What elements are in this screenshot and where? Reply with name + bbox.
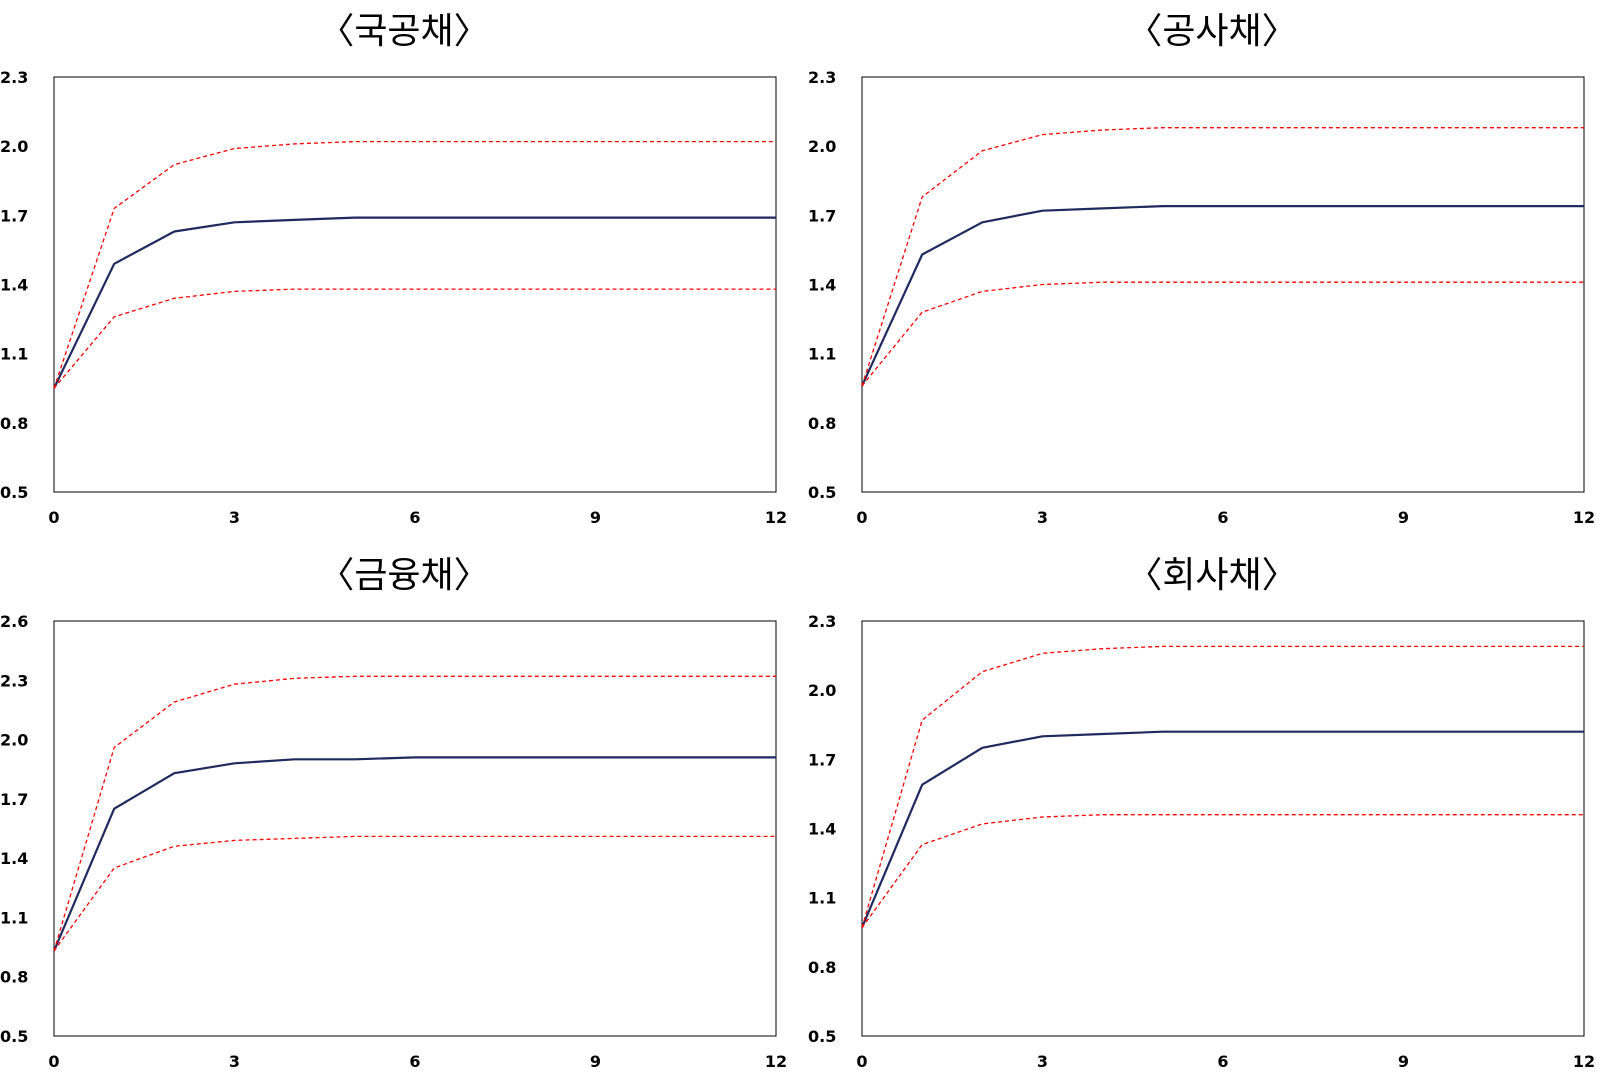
y-tick-label: 1.7 bbox=[0, 790, 28, 809]
y-tick-label: 1.4 bbox=[808, 820, 836, 839]
y-tick-label: 2.0 bbox=[0, 731, 28, 750]
chart-panel-2: 〈금융채〉 0.5 0.8 1.1 1.4 1.7 2.0 2.3 2.6 0 3 6 9 12 bbox=[0, 544, 808, 1087]
x-tick-label: 9 bbox=[1398, 508, 1409, 527]
lower-band-line bbox=[53, 835, 776, 952]
y-tick-label: 2.3 bbox=[808, 68, 836, 87]
upper-band-line bbox=[53, 675, 776, 952]
lower-band-line bbox=[861, 281, 1584, 387]
y-tick-label: 2.3 bbox=[0, 671, 28, 690]
x-tick-label: 9 bbox=[590, 508, 601, 527]
estimate-line bbox=[860, 730, 1584, 929]
y-tick-label: 2.3 bbox=[808, 612, 836, 631]
chart-title: 〈국공채〉 bbox=[318, 11, 490, 52]
y-tick-label: 0.8 bbox=[0, 968, 28, 987]
chart-title: 〈금융채〉 bbox=[318, 555, 490, 596]
lower-band-line bbox=[53, 288, 776, 389]
x-tick-label: 12 bbox=[765, 1052, 787, 1071]
plot-frame bbox=[53, 76, 777, 493]
x-tick-label: 0 bbox=[856, 508, 867, 527]
y-tick-label: 1.4 bbox=[0, 276, 28, 295]
y-tick-label: 1.4 bbox=[808, 276, 836, 295]
y-tick-label: 1.7 bbox=[0, 206, 28, 225]
x-tick-label: 3 bbox=[1037, 1052, 1048, 1071]
x-tick-label: 3 bbox=[1037, 508, 1048, 527]
estimate-line bbox=[53, 216, 776, 389]
chart-panel-1: 〈공사채〉 0.5 0.8 1.1 1.4 1.7 2.0 2.3 0 3 6 9 12 bbox=[808, 0, 1616, 543]
x-tick-label: 9 bbox=[1398, 1052, 1409, 1071]
y-tick-label: 0.8 bbox=[808, 958, 836, 977]
x-tick-label: 0 bbox=[856, 1052, 867, 1071]
y-tick-label: 0.5 bbox=[0, 483, 28, 502]
x-tick-label: 6 bbox=[409, 508, 420, 527]
y-tick-label: 1.1 bbox=[0, 345, 28, 364]
chart-title: 〈회사채〉 bbox=[1126, 555, 1298, 596]
y-tick-label: 2.0 bbox=[808, 681, 836, 700]
line-chart: 0.5 0.8 1.1 1.4 1.7 2.0 2.3 0 3 6 9 12 bbox=[0, 68, 787, 527]
x-tick-label: 3 bbox=[229, 1052, 240, 1071]
y-tick-label: 1.1 bbox=[0, 908, 28, 927]
chart-title: 〈공사채〉 bbox=[1126, 11, 1298, 52]
upper-band-line bbox=[861, 645, 1584, 928]
y-tick-label: 0.8 bbox=[808, 414, 836, 433]
lower-band-line bbox=[861, 814, 1584, 928]
x-tick-label: 6 bbox=[409, 1052, 420, 1071]
x-tick-label: 12 bbox=[1573, 508, 1595, 527]
x-tick-label: 6 bbox=[1217, 508, 1228, 527]
y-tick-label: 2.0 bbox=[808, 137, 836, 156]
chart-panel-0: 〈국공채〉 0.5 0.8 1.1 1.4 1.7 2.0 2.3 0 3 6 9 12 bbox=[0, 0, 808, 543]
chart-panel-3: 〈회사채〉 0.5 0.8 1.1 1.4 1.7 2.0 2.3 0 3 6 9 12 bbox=[808, 544, 1616, 1087]
line-chart: 0.5 0.8 1.1 1.4 1.7 2.0 2.3 2.6 0 3 6 9 12 bbox=[0, 612, 787, 1071]
x-tick-label: 0 bbox=[48, 1052, 59, 1071]
y-tick-label: 1.1 bbox=[808, 345, 836, 364]
x-tick-label: 12 bbox=[765, 508, 787, 527]
plot-frame bbox=[861, 620, 1585, 1037]
y-tick-label: 0.8 bbox=[0, 414, 28, 433]
upper-band-line bbox=[861, 127, 1584, 387]
y-tick-label: 2.6 bbox=[0, 612, 28, 631]
y-tick-label: 1.4 bbox=[0, 849, 28, 868]
plot-frame bbox=[861, 76, 1585, 493]
estimate-line bbox=[860, 205, 1584, 387]
x-tick-label: 6 bbox=[1217, 1052, 1228, 1071]
y-tick-label: 1.7 bbox=[808, 750, 836, 769]
x-tick-label: 9 bbox=[590, 1052, 601, 1071]
y-tick-label: 0.5 bbox=[808, 483, 836, 502]
y-tick-label: 0.5 bbox=[808, 1027, 836, 1046]
x-tick-label: 3 bbox=[229, 508, 240, 527]
upper-band-line bbox=[53, 140, 776, 389]
y-tick-label: 1.7 bbox=[808, 206, 836, 225]
y-tick-label: 2.3 bbox=[0, 68, 28, 87]
line-chart: 0.5 0.8 1.1 1.4 1.7 2.0 2.3 0 3 6 9 12 bbox=[808, 68, 1595, 527]
x-tick-label: 0 bbox=[48, 508, 59, 527]
y-tick-label: 1.1 bbox=[808, 889, 836, 908]
line-chart: 0.5 0.8 1.1 1.4 1.7 2.0 2.3 0 3 6 9 12 bbox=[808, 612, 1595, 1071]
estimate-line bbox=[52, 756, 776, 952]
y-tick-label: 2.0 bbox=[0, 137, 28, 156]
plot-frame bbox=[53, 620, 777, 1037]
x-tick-label: 12 bbox=[1573, 1052, 1595, 1071]
y-tick-label: 0.5 bbox=[0, 1027, 28, 1046]
